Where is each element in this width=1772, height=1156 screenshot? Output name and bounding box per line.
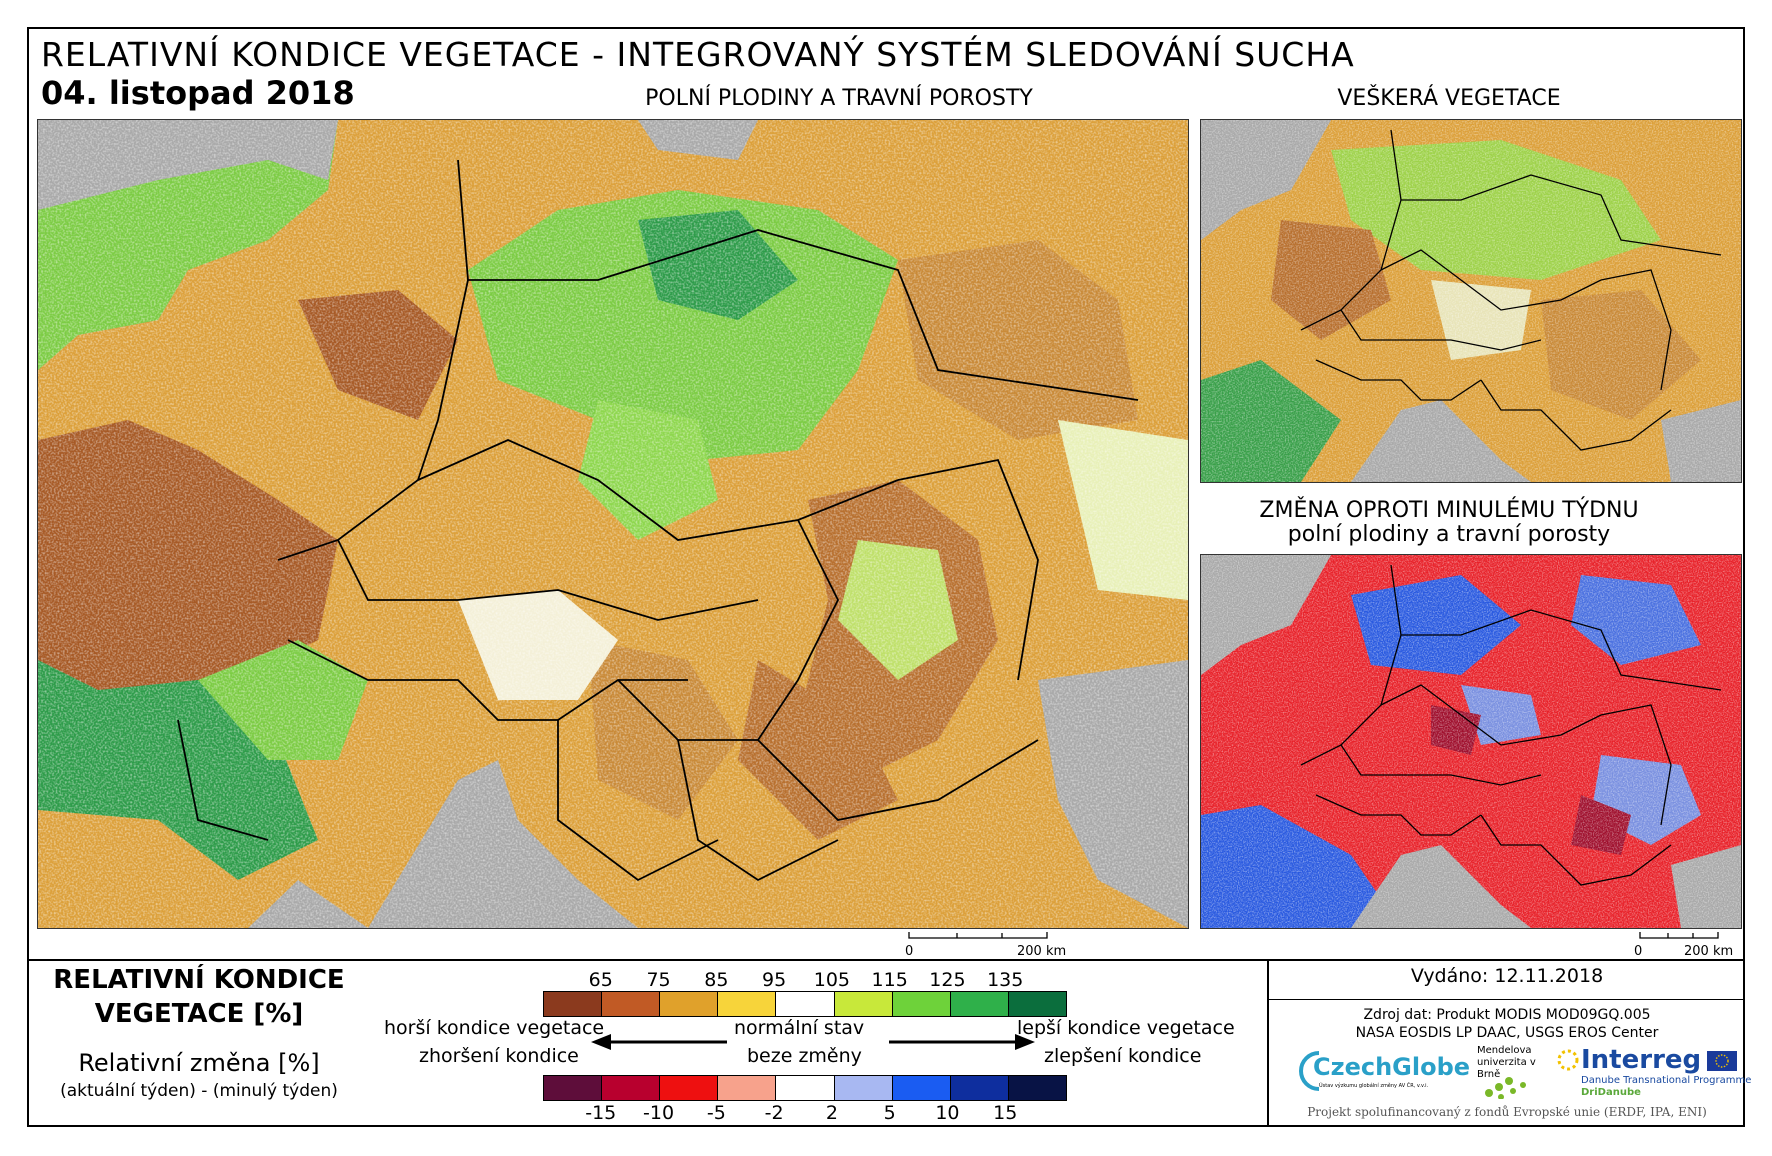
condition-swatch-3 [718,992,777,1016]
arrow-right-icon [889,1034,1035,1050]
change-scale-distance: 200 km [1684,944,1734,959]
dridanube-logo-text: DriDanube [1581,1087,1641,1098]
interreg-star-icon [1557,1049,1579,1071]
change-swatch-1 [602,1076,661,1100]
interreg-logo: Interreg Danube Transnational Programme … [1555,1045,1751,1101]
main-map[interactable] [37,119,1189,929]
change-swatch-2 [660,1076,719,1100]
change-swatch-8 [1008,1076,1066,1100]
info-inner-separator [1269,999,1745,1000]
change-tick: -15 [585,1102,617,1124]
change-tick: 5 [883,1102,896,1124]
main-scale-zero: 0 [905,944,914,959]
change-swatch-7 [950,1076,1009,1100]
condition-tick: 95 [762,969,787,991]
interreg-logo-text: Interreg [1581,1045,1702,1075]
change-swatch-3 [718,1076,777,1100]
condition-swatch-0 [544,992,603,1016]
all-vegetation-title: VEŠKERÁ VEGETACE [1337,86,1561,111]
legend-normal-state: normální stav [734,1017,865,1039]
all-vegetation-map[interactable] [1200,119,1742,483]
mendel-logo-text: Mendelova univerzita v Brně [1477,1045,1536,1080]
condition-swatch-7 [950,992,1009,1016]
page-title: RELATIVNÍ KONDICE VEGETACE - INTEGROVANÝ… [41,35,1355,74]
condition-ticks: 65 75 85 95 105 115 125 135 [543,969,1063,991]
condition-swatch-2 [660,992,719,1016]
change-scale-zero: 0 [1634,944,1643,959]
all-vegetation-graphic [1201,120,1741,482]
mendel-logo: Mendelova univerzita v Brně [1477,1045,1547,1099]
legend-worsening: zhoršení kondice [419,1045,579,1067]
source-line2: NASA EOSDIS LP DAAC, USGS EROS Center [1355,1025,1659,1041]
main-map-graphic [38,120,1188,928]
legend-change-note: (aktuální týden) - (minulý týden) [60,1081,338,1101]
legend-separator [29,959,1743,961]
legend-no-change: beze změny [747,1045,862,1067]
condition-tick: 115 [871,969,908,991]
change-map-title: ZMĚNA OPROTI MINULÉMU TÝDNU polní plodin… [1209,499,1689,547]
mendel-dots-icon [1485,1077,1526,1099]
legend-better-condition: lepší kondice vegetace [1017,1017,1235,1039]
legend-worse-condition: horší kondice vegetace [384,1017,605,1039]
date-label: 04. listopad 2018 [41,74,355,112]
legend-title-line2: VEGETACE [%] [94,999,304,1029]
change-map-title-line2: polní plodiny a travní porosty [1287,522,1611,547]
condition-swatch-1 [602,992,661,1016]
legend-change-title: Relativní změna [%] [78,1049,320,1077]
legend-improvement: zlepšení kondice [1044,1045,1202,1067]
czechglobe-logo-sub: Ústav výzkumu globální změny AV ČR, v.v.… [1319,1083,1429,1089]
issued-date: Vydáno: 12.11.2018 [1410,965,1604,987]
main-scale-bar-graphic [908,932,1048,939]
condition-tick: 65 [588,969,613,991]
eu-funding-footer: Projekt spolufinancovaný z fondů Evropsk… [1307,1105,1707,1119]
change-scale-bar-graphic [1639,932,1719,939]
condition-tick: 105 [813,969,851,991]
arrow-left-icon [591,1034,727,1050]
change-ticks: -15 -10 -5 -2 2 5 10 15 [543,1102,1063,1124]
condition-color-bar [543,991,1067,1017]
czechglobe-logo-text: CzechGlobe [1313,1053,1471,1081]
condition-swatch-6 [892,992,951,1016]
condition-tick: 135 [987,969,1024,991]
info-separator [1267,959,1269,1127]
interreg-logo-sub: Danube Transnational Programme [1581,1075,1752,1086]
change-tick: 10 [935,1102,960,1124]
legend-title: RELATIVNÍ KONDICE VEGETACE [%] [29,963,369,1031]
change-swatch-0 [544,1076,603,1100]
main-scale-distance: 200 km [1017,944,1067,959]
change-map-title-line1: ZMĚNA OPROTI MINULÉMU TÝDNU [1259,498,1639,523]
change-tick: -10 [643,1102,675,1124]
czechglobe-logo: CzechGlobe Ústav výzkumu globální změny … [1299,1047,1471,1097]
change-tick: 15 [993,1102,1018,1124]
change-color-bar [543,1075,1067,1101]
change-swatch-5 [834,1076,893,1100]
main-map-title: POLNÍ PLODINY A TRAVNÍ POROSTY [645,86,1033,111]
eu-flag-icon [1707,1051,1737,1071]
condition-tick: 125 [929,969,966,991]
source-line1: Zdroj dat: Produkt MODIS MOD09GQ.005 [1363,1007,1651,1023]
change-swatch-6 [892,1076,951,1100]
condition-tick: 85 [704,969,729,991]
map-frame: RELATIVNÍ KONDICE VEGETACE - INTEGROVANÝ… [27,27,1751,1127]
change-map-graphic [1201,555,1741,928]
legend-title-line1: RELATIVNÍ KONDICE [53,965,345,995]
condition-swatch-5 [834,992,893,1016]
condition-swatch-8 [1008,992,1066,1016]
condition-swatch-4 [776,992,835,1016]
change-tick: -2 [764,1102,784,1124]
change-swatch-4 [776,1076,835,1100]
change-map[interactable] [1200,554,1742,929]
change-tick: 2 [825,1102,838,1124]
change-tick: -5 [706,1102,726,1124]
condition-tick: 75 [646,969,671,991]
czechglobe-arc-icon [1299,1051,1320,1091]
